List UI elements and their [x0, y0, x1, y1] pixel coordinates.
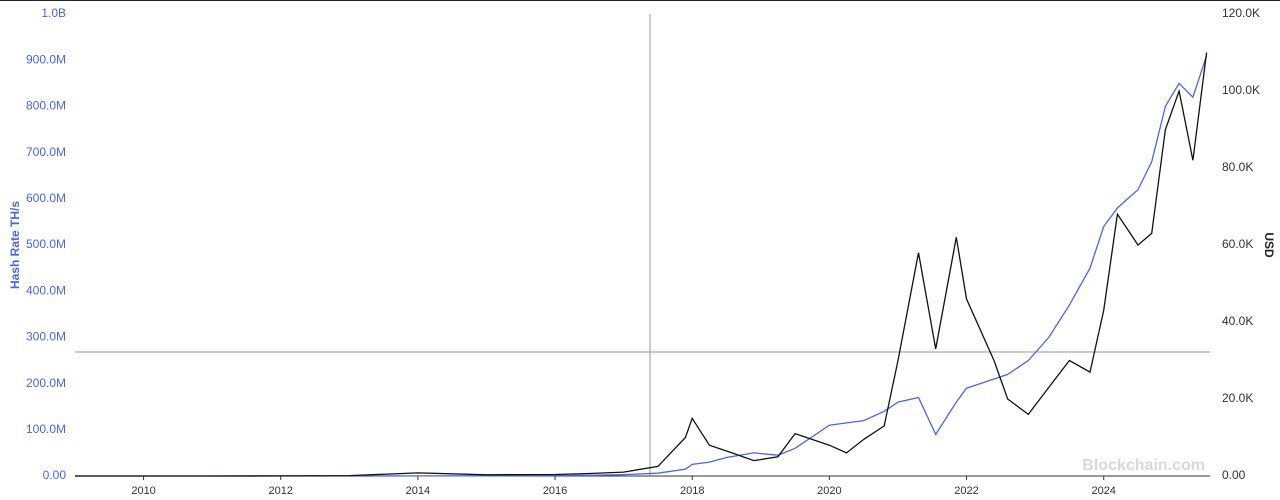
x-tick-label: 2024: [1091, 485, 1115, 497]
y-tick-label: 300.0M: [26, 330, 66, 344]
y-tick-label: 800.0M: [26, 99, 66, 113]
x-tick-label: 2018: [680, 485, 704, 497]
y-tick-label: 1.0B: [41, 6, 66, 20]
x-tick-label: 2012: [268, 485, 292, 497]
y2-tick-label: 80.0K: [1222, 160, 1253, 174]
y-tick-label: 900.0M: [26, 52, 66, 66]
y-tick-label: 100.0M: [26, 422, 66, 436]
series-line: [75, 52, 1208, 477]
y-tick-label: 0.00: [43, 468, 67, 482]
y2-axis-label: USD: [1262, 232, 1276, 258]
x-tick-label: 2020: [817, 485, 841, 497]
y-tick-label: 200.0M: [26, 376, 66, 390]
y-tick-label: 400.0M: [26, 283, 66, 297]
y2-tick-label: 20.0K: [1222, 391, 1253, 405]
x-tick-label: 2022: [954, 485, 978, 497]
y2-tick-label: 0.00: [1222, 468, 1246, 482]
y2-tick-label: 60.0K: [1222, 237, 1253, 251]
x-tick-label: 2010: [131, 485, 155, 497]
x-tick-label: 2016: [543, 485, 567, 497]
x-tick-label: 2014: [406, 485, 430, 497]
y2-tick-label: 120.0K: [1222, 6, 1260, 20]
y-tick-label: 600.0M: [26, 191, 66, 205]
y-tick-label: 500.0M: [26, 237, 66, 251]
y2-tick-label: 100.0K: [1222, 83, 1260, 97]
series-line: [75, 55, 1208, 477]
y-axis-label: Hash Rate TH/s: [8, 201, 22, 289]
y2-tick-label: 40.0K: [1222, 314, 1253, 328]
y-tick-label: 700.0M: [26, 145, 66, 159]
watermark: Blockchain.com: [1082, 457, 1205, 474]
